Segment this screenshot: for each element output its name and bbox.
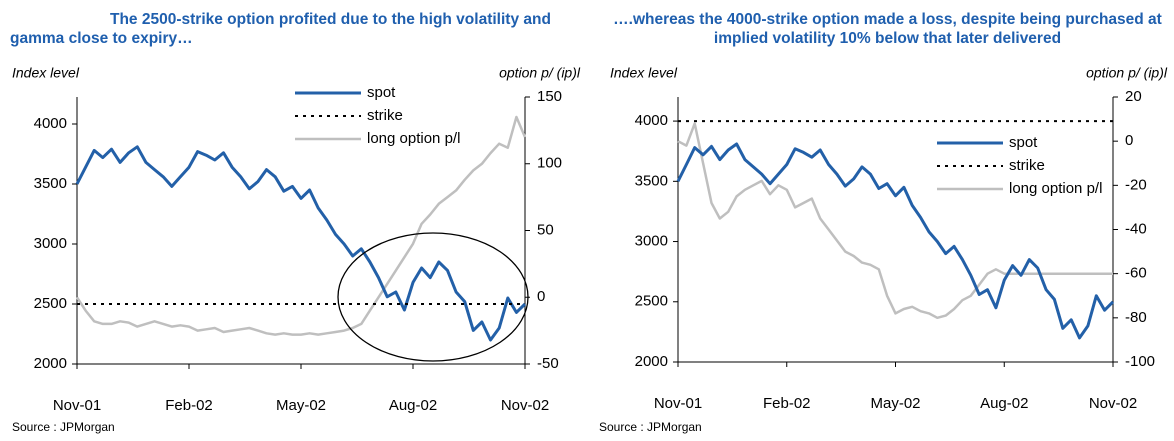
y-tick-label: 2500	[635, 293, 668, 310]
y-tick-label: 3500	[635, 172, 668, 189]
y2-axis-label: option p/ (ip)l	[1086, 65, 1168, 81]
y-tick-label: 4000	[34, 115, 67, 132]
series-line	[75, 145, 527, 342]
chart: 2000 2500 3000 3500 4000 -100 -80 -60 -40 -20 0 20 N…	[599, 65, 1168, 434]
chart-title: The 2500-strike option profited due to t…	[10, 11, 551, 47]
y2-tick-label: 50	[537, 221, 554, 238]
y2-tick-label: 150	[537, 88, 562, 105]
x-tick-label: Feb-02	[763, 395, 811, 412]
y-tick-label: 3500	[34, 175, 67, 192]
series-line	[75, 115, 527, 336]
y2-tick-label: 0	[537, 288, 545, 305]
source: Source : JPMorgan	[12, 420, 115, 434]
y2-tick-label: -20	[1125, 176, 1147, 193]
legend-label: long option p/l	[367, 130, 460, 147]
y-axis-label: Index level	[610, 65, 678, 81]
chart-panel: ….whereas the 4000-strike option made a …	[587, 0, 1174, 441]
x-tick-label: May-02	[276, 397, 326, 414]
y-tick-label: 4000	[635, 112, 668, 129]
annotation-circle	[337, 232, 529, 362]
legend-label: spot	[1009, 134, 1038, 151]
x-tick-label: Feb-02	[165, 397, 213, 414]
legend-label: long option p/l	[1009, 180, 1102, 197]
chart-panel: The 2500-strike option profited due to t…	[10, 11, 581, 434]
y2-tick-label: -100	[1125, 353, 1155, 370]
chart: 2000 2500 3000 3500 4000 -50 0 50 100 150 Nov-01 Fe…	[12, 65, 581, 434]
y2-tick-label: -80	[1125, 309, 1147, 326]
y2-tick-label: -60	[1125, 265, 1147, 282]
x-tick-label: Aug-02	[389, 397, 437, 414]
x-tick-label: Nov-02	[501, 397, 549, 414]
y2-tick-label: 20	[1125, 88, 1142, 105]
x-tick-label: Nov-01	[53, 397, 101, 414]
y2-tick-label: -40	[1125, 220, 1147, 237]
legend-label: strike	[367, 107, 403, 124]
x-tick-label: May-02	[870, 395, 920, 412]
y-tick-label: 2000	[34, 355, 67, 372]
legend-label: strike	[1009, 157, 1045, 174]
y2-tick-label: 0	[1125, 132, 1133, 149]
series-line	[677, 122, 1113, 320]
series-line	[676, 142, 1115, 340]
y-tick-label: 2000	[635, 353, 668, 370]
y-axis-label: Index level	[12, 65, 80, 81]
x-tick-label: Nov-01	[654, 395, 702, 412]
y-tick-label: 3000	[635, 233, 668, 250]
y2-tick-label: -50	[537, 355, 559, 372]
y-tick-label: 2500	[34, 295, 67, 312]
y2-tick-label: 100	[537, 155, 562, 172]
y-tick-label: 3000	[34, 235, 67, 252]
x-tick-label: Aug-02	[980, 395, 1028, 412]
y2-axis-label: option p/ (ip)l	[499, 65, 581, 81]
legend-label: spot	[367, 84, 396, 101]
source: Source : JPMorgan	[599, 420, 702, 434]
x-tick-label: Nov-02	[1089, 395, 1137, 412]
chart-title: ….whereas the 4000-strike option made a …	[613, 11, 1162, 47]
